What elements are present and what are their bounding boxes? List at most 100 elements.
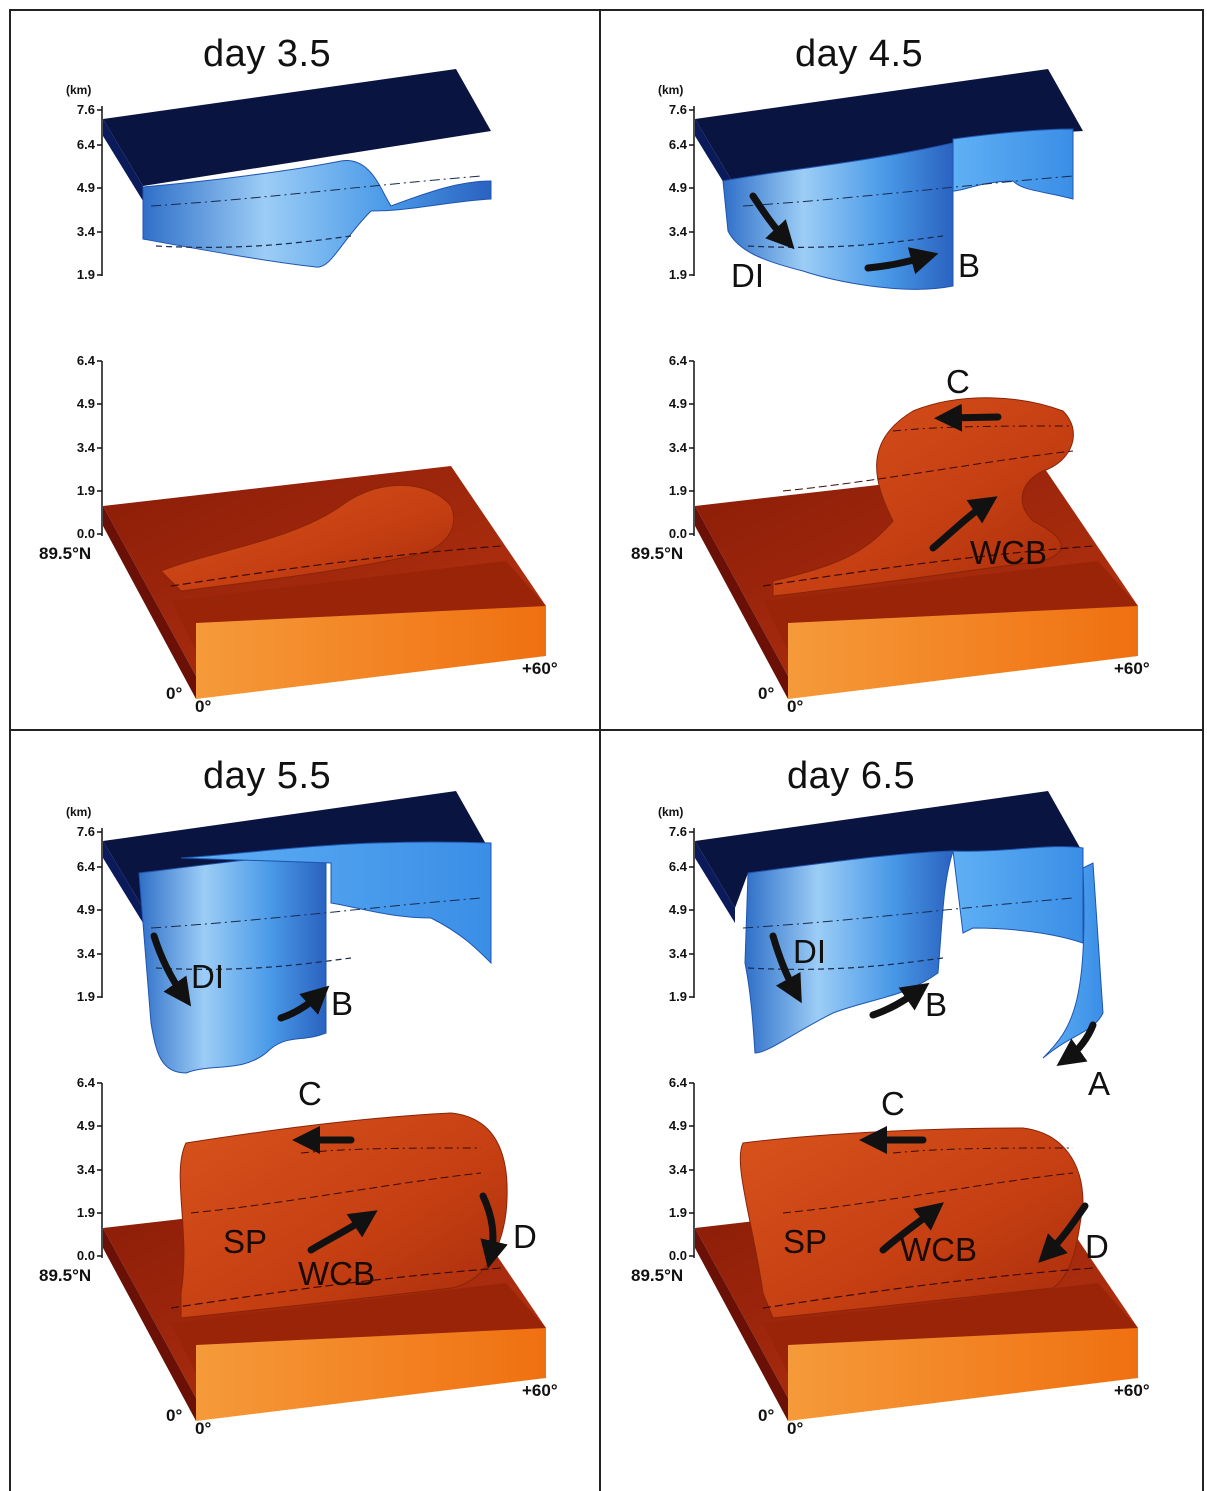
annotation-sp: SP	[223, 1223, 268, 1260]
tropopause-left-face	[103, 841, 143, 923]
surface-left-face	[103, 506, 196, 699]
contour-line	[742, 175, 1074, 207]
figure-frame	[9, 9, 1204, 1491]
lower-axis-tick-label: 6.4	[668, 1075, 687, 1090]
annotation-wcb: WCB	[970, 534, 1047, 571]
annotation-di: DI	[793, 933, 826, 970]
upper-axis-tick-label: 1.9	[76, 267, 95, 282]
longitude-left-label: 0°	[166, 1406, 183, 1425]
contour-line	[782, 450, 1074, 492]
upper-axis-tick-label: 3.4	[76, 224, 95, 239]
lower-axis-tick-label: 1.9	[668, 483, 687, 498]
lower-axis-tick-label: 0.0	[76, 1248, 95, 1263]
longitude-zero-label: 0°	[195, 697, 212, 716]
flow-arrow	[769, 932, 802, 1004]
lower-axis-tick-label: 0.0	[668, 1248, 687, 1263]
flow-arrow	[934, 403, 1002, 432]
annotation-d: D	[513, 1218, 537, 1255]
tropopause-top-face	[695, 791, 1083, 908]
upper-axis-tick-label: 6.4	[668, 137, 687, 152]
lower-axis-tick-label: 4.9	[76, 1118, 95, 1133]
upper-axis-unit: (km)	[658, 805, 684, 819]
panel-title: day 4.5	[795, 33, 924, 75]
upper-axis-tick-label: 4.9	[668, 902, 687, 917]
lower-axis-tick-label: 6.4	[668, 353, 687, 368]
longitude-left-label: 0°	[758, 1406, 775, 1425]
tropopause-top-face	[695, 69, 1083, 186]
flow-arrow	[929, 496, 998, 552]
tropopause-top-face	[103, 69, 491, 186]
annotation-a: A	[1088, 1065, 1111, 1102]
upper-axis-tick-label: 3.4	[76, 946, 95, 961]
annotation-c: C	[946, 363, 970, 400]
surface-left-face	[103, 1228, 196, 1421]
panel-day-4-5: day 4.5 (km) 7.6 6.4 4.9 3.4 1.9 6.4 4.9 3.4 1.9 0.…	[603, 11, 1199, 731]
upper-axis-tick-label: 4.9	[668, 180, 687, 195]
lower-axis-tick-label: 4.9	[76, 396, 95, 411]
figure-svg	[689, 69, 1138, 699]
tropopause-surface	[180, 841, 492, 965]
longitude-left-label: 0°	[166, 684, 183, 703]
upper-axis-tick-label: 4.9	[76, 180, 95, 195]
flow-arrow	[879, 1202, 944, 1254]
flow-arrow	[1056, 1021, 1097, 1067]
contour-line	[155, 957, 352, 970]
contour-line	[190, 1172, 482, 1214]
longitude-zero-label: 0°	[787, 697, 804, 716]
annotation-c: C	[298, 1075, 322, 1112]
tropopause-surface	[722, 142, 954, 290]
tropopause-surface	[952, 846, 1084, 944]
lower-axis-tick-label: 1.9	[668, 1205, 687, 1220]
longitude-zero-label: 0°	[787, 1419, 804, 1438]
flow-arrow	[1038, 1202, 1089, 1263]
surface-left-face	[695, 1228, 788, 1421]
flow-arrow	[749, 192, 795, 250]
annotation-di: DI	[191, 958, 224, 995]
longitude-zero-label: 0°	[195, 1419, 212, 1438]
lower-axis-tick-label: 3.4	[76, 1162, 95, 1177]
upper-axis-tick-label: 3.4	[668, 946, 687, 961]
contour-line	[155, 235, 352, 248]
tropopause-left-face	[695, 841, 735, 923]
panel-divider-horizontal	[9, 729, 1204, 731]
contour-line	[742, 897, 1074, 929]
longitude-left-label: 0°	[758, 684, 775, 703]
lower-axis-tick-label: 3.4	[668, 1162, 687, 1177]
lower-axis-tick-label: 1.9	[76, 483, 95, 498]
contour-line	[762, 545, 1094, 587]
figure-svg	[689, 791, 1138, 1421]
annotation-di: DI	[731, 257, 764, 294]
contour-line	[150, 175, 482, 207]
flow-arrow	[277, 985, 330, 1022]
upper-axis-tick-label: 7.6	[668, 102, 687, 117]
flow-arrow	[864, 247, 939, 275]
upper-axis-tick-label: 7.6	[76, 102, 95, 117]
contour-line	[892, 425, 1074, 432]
upper-axis-unit: (km)	[66, 83, 92, 97]
panel-title: day 6.5	[787, 755, 916, 797]
lower-axis-tick-label: 6.4	[76, 1075, 95, 1090]
annotation-c: C	[881, 1085, 905, 1122]
longitude-right-label: +60°	[1114, 659, 1150, 678]
upper-axis-tick-label: 1.9	[76, 989, 95, 1004]
figure-svg	[97, 69, 546, 699]
flow-arrow	[150, 932, 192, 1007]
surface-left-face	[695, 506, 788, 699]
surface-deformation	[160, 484, 455, 592]
latitude-label: 89.5°N	[39, 1266, 92, 1285]
upper-axis-tick-label: 3.4	[668, 224, 687, 239]
flow-arrow	[869, 982, 930, 1019]
longitude-right-label: +60°	[1114, 1381, 1150, 1400]
upper-axis-tick-label: 6.4	[76, 137, 95, 152]
lower-axis-tick-label: 3.4	[668, 440, 687, 455]
annotation-wcb: WCB	[298, 1255, 375, 1292]
longitude-right-label: +60°	[522, 1381, 558, 1400]
panel-day-5-5: day 5.5 (km) 7.6 6.4 4.9 3.4 1.9 6.4 4.9 3.4 1.9 0.…	[11, 733, 607, 1453]
lower-axis-tick-label: 0.0	[668, 526, 687, 541]
contour-line	[170, 545, 502, 587]
contour-line	[762, 1267, 1094, 1309]
upper-axis-tick-label: 6.4	[76, 859, 95, 874]
tropopause-surface	[952, 128, 1074, 200]
surface-front-face	[788, 606, 1138, 699]
annotation-wcb: WCB	[900, 1231, 977, 1268]
